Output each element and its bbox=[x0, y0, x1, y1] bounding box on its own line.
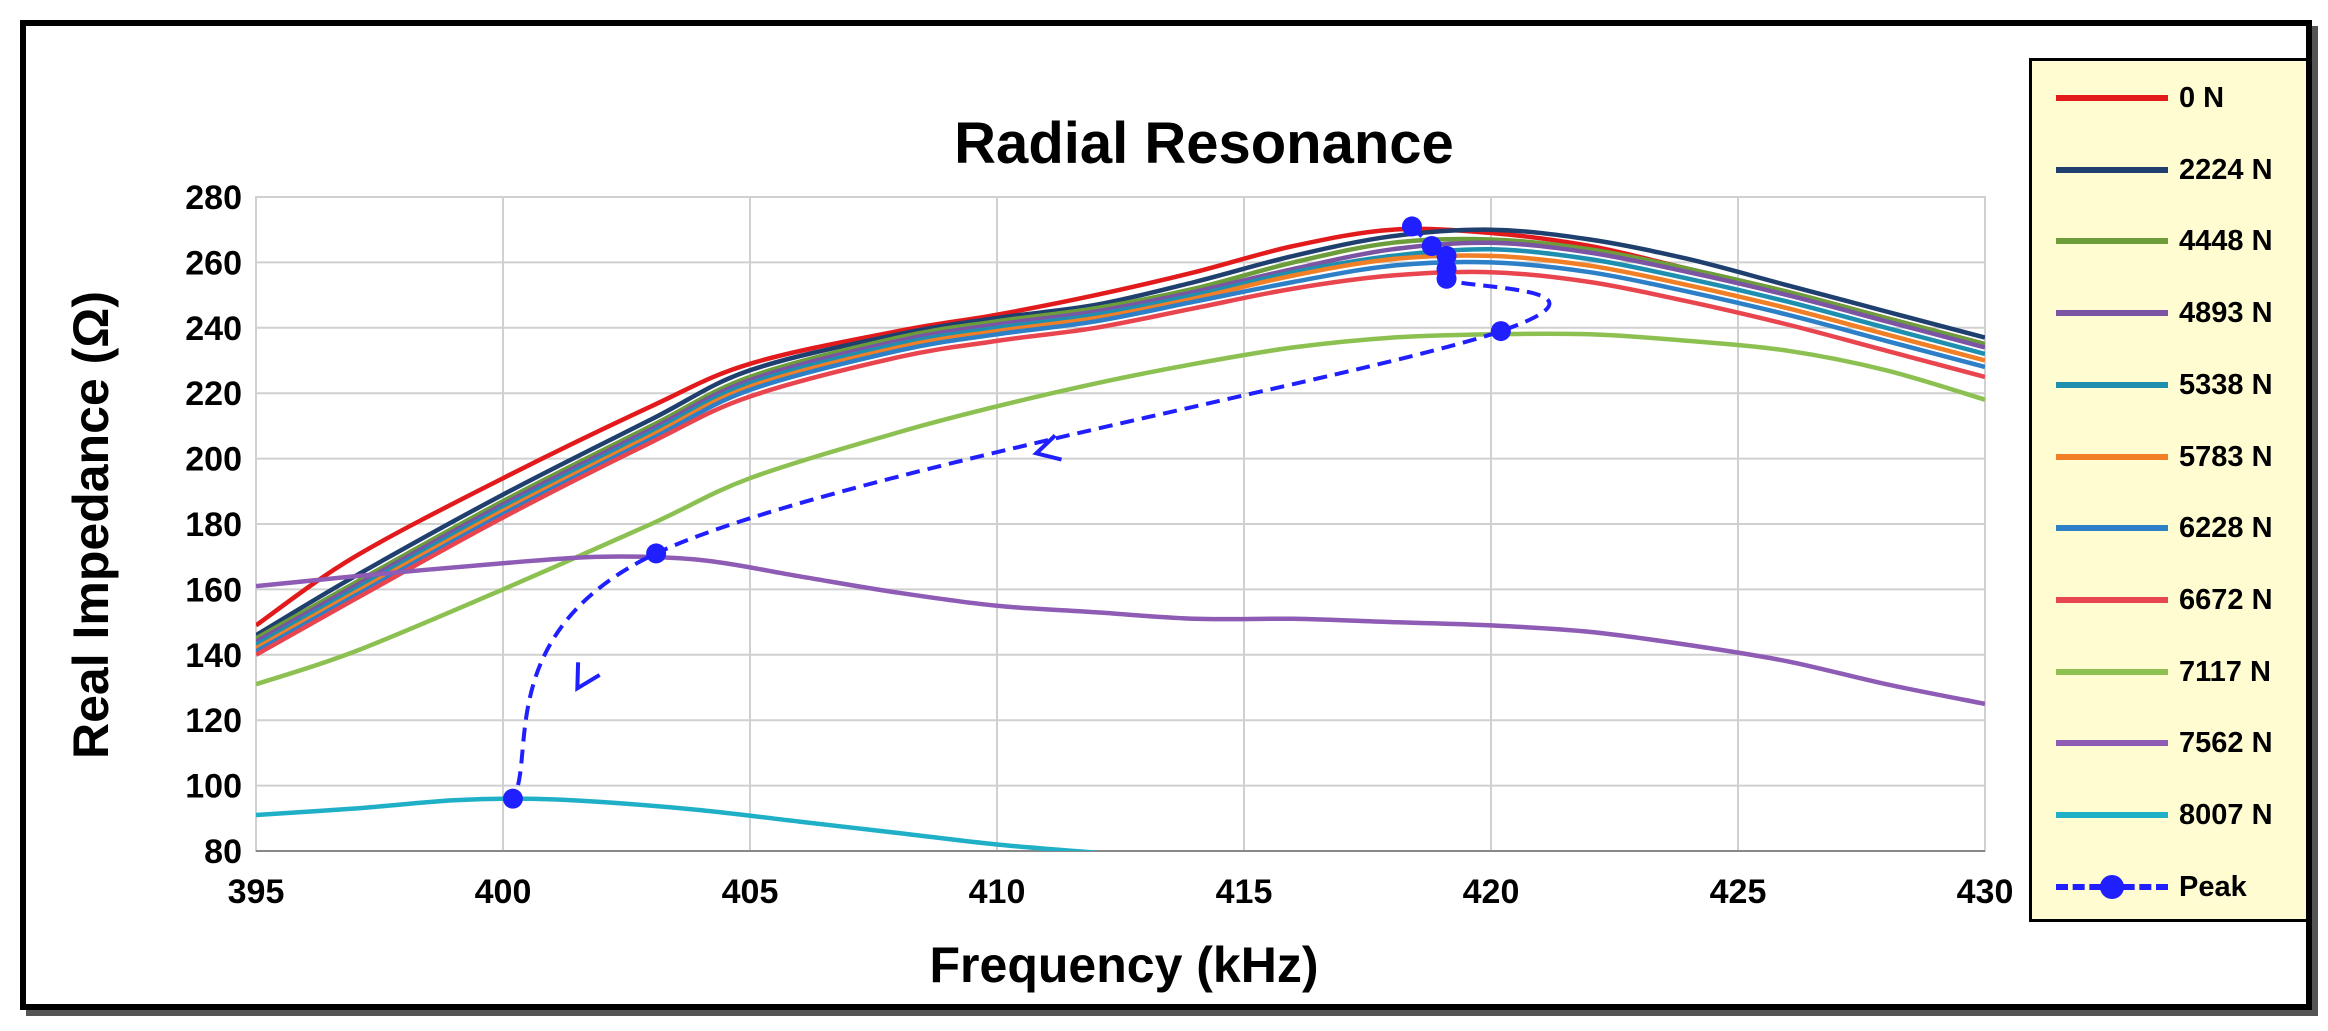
series-line-7562-n bbox=[256, 554, 1985, 707]
y-tick-label: 140 bbox=[185, 637, 242, 675]
legend-entry-5783-n: 5783 N bbox=[2032, 432, 2306, 482]
peak-point bbox=[1436, 268, 1457, 289]
y-tick-label: 80 bbox=[204, 833, 242, 871]
x-tick-label: 430 bbox=[1957, 873, 2014, 911]
legend-label: 5783 N bbox=[2179, 440, 2273, 473]
chart-frame bbox=[20, 20, 2312, 1010]
peak-direction-arrow bbox=[575, 662, 601, 692]
x-tick-label: 425 bbox=[1710, 873, 1767, 911]
legend-label: 5338 N bbox=[2179, 368, 2273, 401]
y-tick-label: 180 bbox=[185, 506, 242, 544]
legend-swatch bbox=[2056, 525, 2168, 532]
legend-swatch bbox=[2056, 95, 2168, 101]
x-tick-label: 400 bbox=[475, 873, 532, 911]
legend-entry-5338-n: 5338 N bbox=[2032, 360, 2306, 410]
legend-swatch bbox=[2056, 381, 2168, 388]
y-tick-label: 100 bbox=[185, 768, 242, 806]
legend-entry-peak: Peak bbox=[2032, 862, 2306, 912]
peak-point bbox=[502, 788, 523, 809]
series-line-5783-n bbox=[256, 253, 1985, 651]
legend-swatch bbox=[2056, 310, 2168, 317]
y-axis-label: Real Impedance (Ω) bbox=[63, 291, 119, 759]
legend-peak-marker bbox=[2100, 874, 2124, 899]
legend-entry-4893-n: 4893 N bbox=[2032, 288, 2306, 338]
legend-swatch bbox=[2056, 453, 2168, 460]
x-tick-label: 420 bbox=[1463, 873, 1520, 911]
series-line-6228-n bbox=[256, 259, 1985, 654]
series-line-6672-n bbox=[256, 269, 1985, 657]
x-tick-label: 415 bbox=[1216, 873, 1273, 911]
legend-swatch bbox=[2056, 166, 2168, 173]
legend-label: 7562 N bbox=[2179, 727, 2273, 760]
peak-point bbox=[1421, 236, 1442, 257]
legend-entry-6672-n: 6672 N bbox=[2032, 575, 2306, 625]
legend-label: 6228 N bbox=[2179, 512, 2273, 545]
peak-point bbox=[646, 543, 667, 564]
y-tick-label: 200 bbox=[185, 441, 242, 479]
legend-label: Peak bbox=[2179, 870, 2247, 903]
x-tick-label: 395 bbox=[228, 873, 285, 911]
legend-entry-8007-n: 8007 N bbox=[2032, 790, 2306, 840]
chart-title: Radial Resonance bbox=[954, 111, 1454, 176]
legend-entry-7562-n: 7562 N bbox=[2032, 718, 2306, 768]
legend-label: 2224 N bbox=[2179, 153, 2273, 186]
legend-entry-0-n: 0 N bbox=[2032, 73, 2306, 123]
y-tick-label: 240 bbox=[185, 310, 242, 348]
peak-point bbox=[1490, 321, 1511, 342]
peak-direction-arrow bbox=[1032, 434, 1062, 462]
x-tick-label: 405 bbox=[722, 873, 779, 911]
series-line-4448-n bbox=[256, 236, 1985, 641]
legend-swatch bbox=[2056, 596, 2168, 603]
legend-label: 4448 N bbox=[2179, 225, 2273, 258]
legend-entry-4448-n: 4448 N bbox=[2032, 216, 2306, 266]
chart-legend: 0 N 2224 N 4448 N 4893 N 5338 N 5783 N 6228 N 6… bbox=[2029, 58, 2309, 922]
legend-swatch bbox=[2056, 740, 2168, 747]
legend-label: 4893 N bbox=[2179, 297, 2273, 330]
legend-entry-2224-n: 2224 N bbox=[2032, 145, 2306, 195]
y-tick-label: 260 bbox=[185, 244, 242, 282]
y-tick-label: 220 bbox=[185, 375, 242, 413]
legend-label: 6672 N bbox=[2179, 583, 2273, 616]
series-line-5338-n bbox=[256, 247, 1985, 647]
y-tick-label: 120 bbox=[185, 702, 242, 740]
legend-swatch bbox=[2056, 238, 2168, 245]
series-line-2224-n bbox=[256, 227, 1985, 638]
legend-label: 8007 N bbox=[2179, 799, 2273, 831]
legend-swatch bbox=[2056, 668, 2168, 675]
peak-point bbox=[1401, 216, 1422, 237]
y-tick-label: 160 bbox=[185, 571, 242, 609]
series-line-4893-n bbox=[256, 240, 1985, 644]
legend-entry-7117-n: 7117 N bbox=[2032, 647, 2306, 697]
y-tick-label: 280 bbox=[185, 179, 242, 217]
legend-label: 0 N bbox=[2179, 82, 2225, 114]
legend-swatch bbox=[2056, 812, 2168, 818]
legend-label: 7117 N bbox=[2179, 655, 2271, 688]
series-line-8007-n bbox=[256, 796, 1096, 851]
legend-entry-6228-n: 6228 N bbox=[2032, 503, 2306, 553]
x-tick-label: 410 bbox=[969, 873, 1026, 911]
x-axis-label: Frequency (kHz) bbox=[930, 937, 1319, 993]
